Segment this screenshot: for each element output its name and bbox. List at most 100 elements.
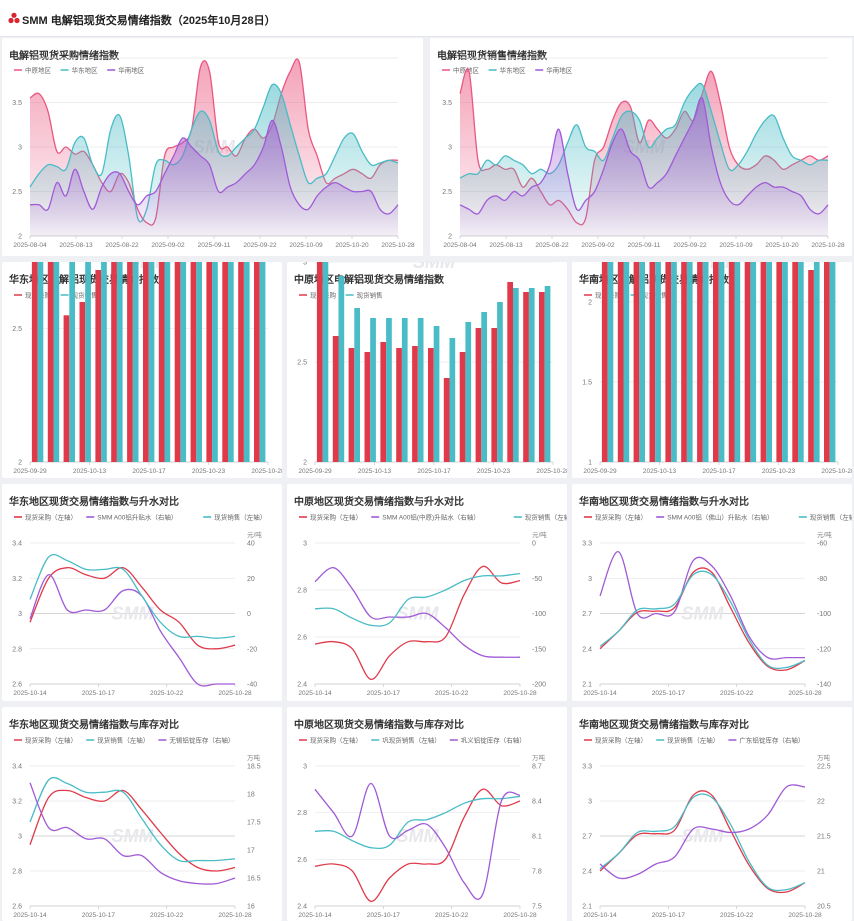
bar[interactable] [158,262,165,462]
bar[interactable] [617,262,624,462]
bar[interactable] [37,262,44,463]
legend-item[interactable]: 现货销售 [60,291,98,300]
bar[interactable] [744,262,751,462]
bar[interactable] [513,288,519,462]
bar[interactable] [238,262,244,462]
bar[interactable] [354,308,360,462]
legend-item[interactable]: 现货销售（左轴） [798,513,852,522]
bar[interactable] [79,302,86,462]
bar[interactable] [190,262,197,462]
legend-item[interactable]: SMM A00铝（佛山）升贴水（右轴） [656,513,773,522]
chart-legend[interactable]: 现货采购（左轴） SMM A00铝(中原)升贴水（右轴） 现货销售（左轴） [299,513,567,522]
series-line[interactable] [29,574,235,687]
legend-item[interactable]: 现货采购（左轴） [584,513,647,522]
bar[interactable] [428,348,434,462]
bar[interactable] [728,262,735,462]
series-line[interactable] [29,567,236,650]
legend-item[interactable]: 华南地区 [107,66,145,75]
bar[interactable] [143,262,149,462]
series-line[interactable] [29,553,236,639]
bar[interactable] [206,262,213,463]
bar[interactable] [228,262,234,462]
bar[interactable] [101,262,107,462]
bar[interactable] [196,262,202,462]
bar[interactable] [671,262,677,462]
bar[interactable] [528,288,535,462]
series-line[interactable] [599,793,806,892]
bar[interactable] [491,328,498,462]
bar[interactable] [718,262,725,462]
bar[interactable] [222,262,228,462]
chart-legend[interactable]: 中原地区 华东地区 华南地区 [14,66,145,75]
bar[interactable] [623,262,630,462]
bar[interactable] [750,262,757,462]
bar[interactable] [459,352,466,462]
bar[interactable] [322,262,329,462]
bar[interactable] [148,262,155,462]
series-line[interactable] [314,572,521,627]
bar[interactable] [766,262,772,463]
series-line[interactable] [314,567,521,658]
series-line[interactable] [459,96,829,215]
legend-item[interactable]: SMM A00铝升贴水（右轴） [86,513,177,522]
bar[interactable] [370,318,376,462]
bar[interactable] [808,270,814,462]
chart-legend[interactable]: 现货采购（左轴） SMM A00铝升贴水（右轴） 现货销售（左轴） [14,513,266,522]
bar[interactable] [31,262,38,463]
series-line[interactable] [599,551,805,660]
bar[interactable] [497,302,503,462]
bar[interactable] [348,348,355,462]
series-line[interactable] [29,789,236,872]
legend-item[interactable]: 现货采购（左轴） [584,736,647,745]
bar[interactable] [116,262,123,462]
bar[interactable] [681,262,687,462]
bar[interactable] [633,262,640,462]
bar[interactable] [396,348,402,462]
bar[interactable] [180,262,187,462]
bar[interactable] [386,318,392,462]
bar[interactable] [734,262,741,462]
bar[interactable] [316,262,323,462]
bar[interactable] [338,276,345,462]
legend-item[interactable]: 现货采购（左轴） [299,736,362,745]
bar[interactable] [380,342,387,462]
legend-item[interactable]: 华东地区 [60,66,99,75]
bar[interactable] [697,262,703,463]
bar[interactable] [655,262,661,462]
bar[interactable] [782,262,788,462]
bar[interactable] [412,346,418,462]
bar[interactable] [401,318,408,462]
series-line[interactable] [314,565,521,680]
chart-legend[interactable]: 现货采购（左轴） 现货销售（左轴） 广东铝锭库存（右轴） [584,736,804,745]
bar[interactable] [95,270,102,462]
bar[interactable] [127,262,133,462]
legend-item[interactable]: 现货采购（左轴） [299,513,362,522]
legend-item[interactable]: 现货采购（左轴） [14,513,77,522]
series-line[interactable] [314,788,521,902]
legend-item[interactable]: 中原地区 [442,66,480,75]
series-line[interactable] [29,782,236,885]
bar[interactable] [544,286,551,462]
legend-item[interactable]: 广东铝锭库存（右轴） [728,736,804,745]
bar[interactable] [607,262,614,462]
bar[interactable] [686,262,693,462]
bar[interactable] [433,326,440,462]
bar[interactable] [69,262,75,462]
bar[interactable] [539,292,545,462]
bar[interactable] [47,262,54,462]
bar[interactable] [443,378,450,462]
bar[interactable] [475,328,482,462]
series-line[interactable] [599,567,806,672]
series-line[interactable] [29,776,236,863]
chart-legend[interactable]: 现货采购（左轴） SMM A00铝（佛山）升贴水（右轴） 现货销售（左轴） [584,513,852,522]
bar[interactable] [449,338,456,462]
bar[interactable] [813,262,820,462]
legend-item[interactable]: 现货销售（左轴） [513,513,567,522]
legend-item[interactable]: 现货销售 [345,291,383,300]
legend-item[interactable]: 巩义铝锭库存（右轴） [449,736,526,745]
bar[interactable] [665,262,672,462]
legend-item[interactable]: 中原地区 [14,66,52,75]
series-line[interactable] [599,790,806,894]
bar[interactable] [523,292,529,462]
bar[interactable] [760,262,767,462]
